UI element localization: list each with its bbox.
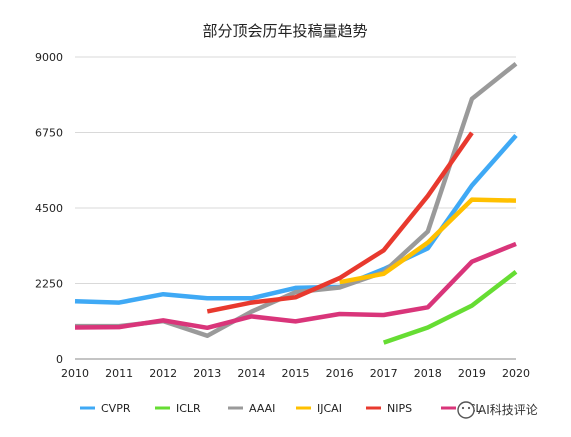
legend-label: CVPR [101,402,131,415]
legend-item: IJCAI [296,402,342,415]
series-line-cl [74,241,517,331]
legend-label: ICLR [176,402,201,415]
y-tick-label: 6750 [35,127,63,140]
x-tick-label: 2016 [326,367,354,380]
x-tick-label: 2015 [282,367,310,380]
x-tick-label: 2017 [370,367,398,380]
y-tick-label: 0 [56,353,63,366]
series-lines [74,61,518,345]
legend-item: CVPR [80,402,131,415]
wechat-logo-icon [457,401,475,419]
x-tick-label: 2018 [414,367,442,380]
watermark-text: AI科技评论 [478,403,538,417]
legend-label: IJCAI [317,402,342,415]
x-tick-label: 2012 [149,367,177,380]
series-line-ijcai [339,197,517,285]
legend-item: ICLR [155,402,201,415]
x-axis-ticks: 2010 2011 2012 2013 2014 2015 2016 2017 2018 2019… [61,367,530,380]
x-tick-label: 2020 [502,367,530,380]
y-axis-ticks: 0 2250 4500 6750 9000 [35,51,63,366]
chart-title: 部分顶会历年投稿量趋势 [202,22,367,40]
x-tick-label: 2010 [61,367,89,380]
series-line-nips [206,131,474,314]
y-tick-label: 9000 [35,51,63,64]
watermark: AI科技评论 [457,401,538,419]
legend-item: AAAI [228,402,275,415]
y-tick-label: 2250 [35,278,63,291]
legend-item: NIPS [366,402,412,415]
gridlines [75,56,516,360]
x-tick-label: 2011 [105,367,133,380]
y-tick-label: 4500 [35,202,63,215]
series-line-iclr [382,270,518,345]
legend-label: NIPS [387,402,412,415]
legend-label: AAAI [249,402,275,415]
x-tick-label: 2014 [237,367,265,380]
x-tick-label: 2019 [458,367,486,380]
x-tick-label: 2013 [193,367,221,380]
